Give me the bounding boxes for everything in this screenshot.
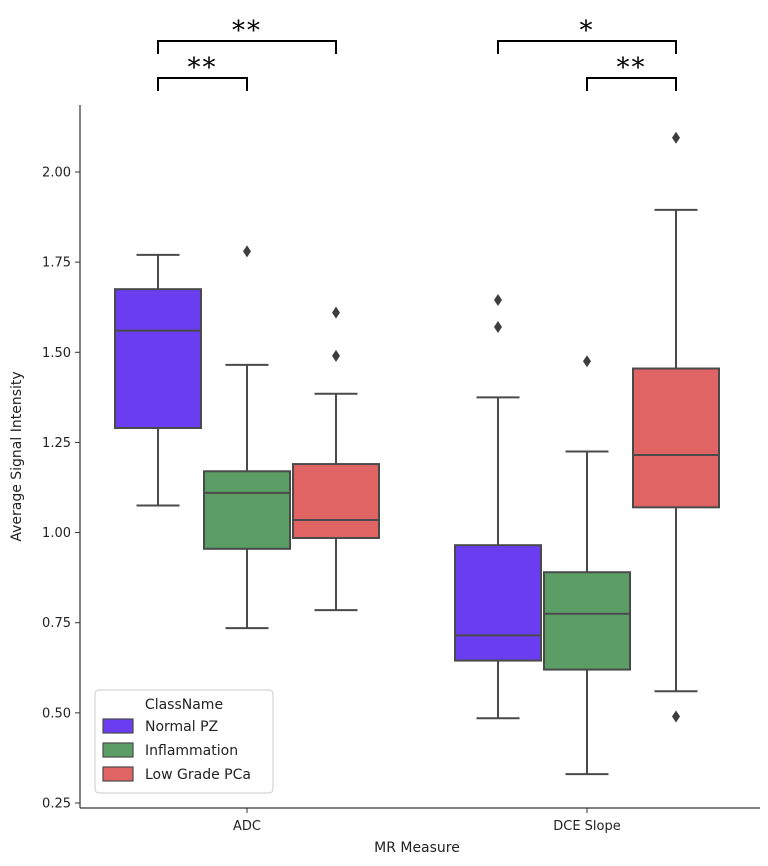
legend-swatch <box>102 718 134 734</box>
box-iqr <box>543 571 631 671</box>
y-tick-label: 0.25 <box>42 797 71 812</box>
box-dce-slope-inflammation <box>543 355 631 776</box>
outlier-point <box>583 355 591 368</box>
legend-swatch <box>102 742 134 758</box>
y-tick-label: 0.75 <box>42 616 71 631</box>
y-tick-label: 1.00 <box>42 526 71 541</box>
significance-label: ** <box>617 53 647 83</box>
legend-label: Low Grade PCa <box>145 767 251 783</box>
outlier-point <box>332 306 340 319</box>
box-iqr <box>203 470 291 550</box>
significance-label: * <box>580 16 595 46</box>
x-axis-title: MR Measure <box>374 840 460 856</box>
bracket-line <box>157 77 248 91</box>
y-tick-label: 1.25 <box>42 436 71 451</box>
outlier-point <box>494 294 502 307</box>
bracket-line <box>586 77 677 91</box>
outlier-point <box>494 321 502 334</box>
y-tick-label: 1.75 <box>42 256 71 271</box>
box-dce-slope-low-grade-pca <box>632 131 720 723</box>
legend-title: ClassName <box>145 697 223 713</box>
legend-label: Inflammation <box>145 743 238 759</box>
significance-bracket: ** <box>157 16 337 54</box>
significance-label: ** <box>188 53 218 83</box>
box-adc-low-grade-pca <box>292 306 380 612</box>
significance-label: ** <box>232 16 262 46</box>
x-tick-label: ADC <box>233 819 261 834</box>
bracket-line <box>497 40 677 54</box>
box-iqr <box>292 463 380 539</box>
legend-label: Normal PZ <box>145 719 218 735</box>
outlier-point <box>332 349 340 362</box>
significance-bracket: ** <box>586 53 677 91</box>
significance-bracket: ** <box>157 53 248 91</box>
box-iqr <box>114 288 202 430</box>
outlier-point <box>243 245 251 258</box>
y-tick-label: 2.00 <box>42 166 71 181</box>
box-dce-slope-normal-pz <box>454 294 542 720</box>
y-tick-label: 1.50 <box>42 346 71 361</box>
significance-bracket: * <box>497 16 677 54</box>
bracket-line <box>157 40 337 54</box>
legend-frame <box>94 689 274 794</box>
legend-swatch <box>102 766 134 782</box>
box-iqr <box>454 544 542 662</box>
box-iqr <box>632 367 720 509</box>
legend: ClassName Normal PZ Inflammation Low Grade … <box>94 689 274 794</box>
y-axis-title: Average Signal Intensity <box>9 371 25 541</box>
box-adc-inflammation <box>203 245 291 630</box>
outlier-point <box>672 710 680 723</box>
outlier-point <box>672 131 680 144</box>
x-tick-label: DCE Slope <box>553 819 621 834</box>
y-tick-label: 0.50 <box>42 706 71 721</box>
box-adc-normal-pz <box>114 253 202 507</box>
